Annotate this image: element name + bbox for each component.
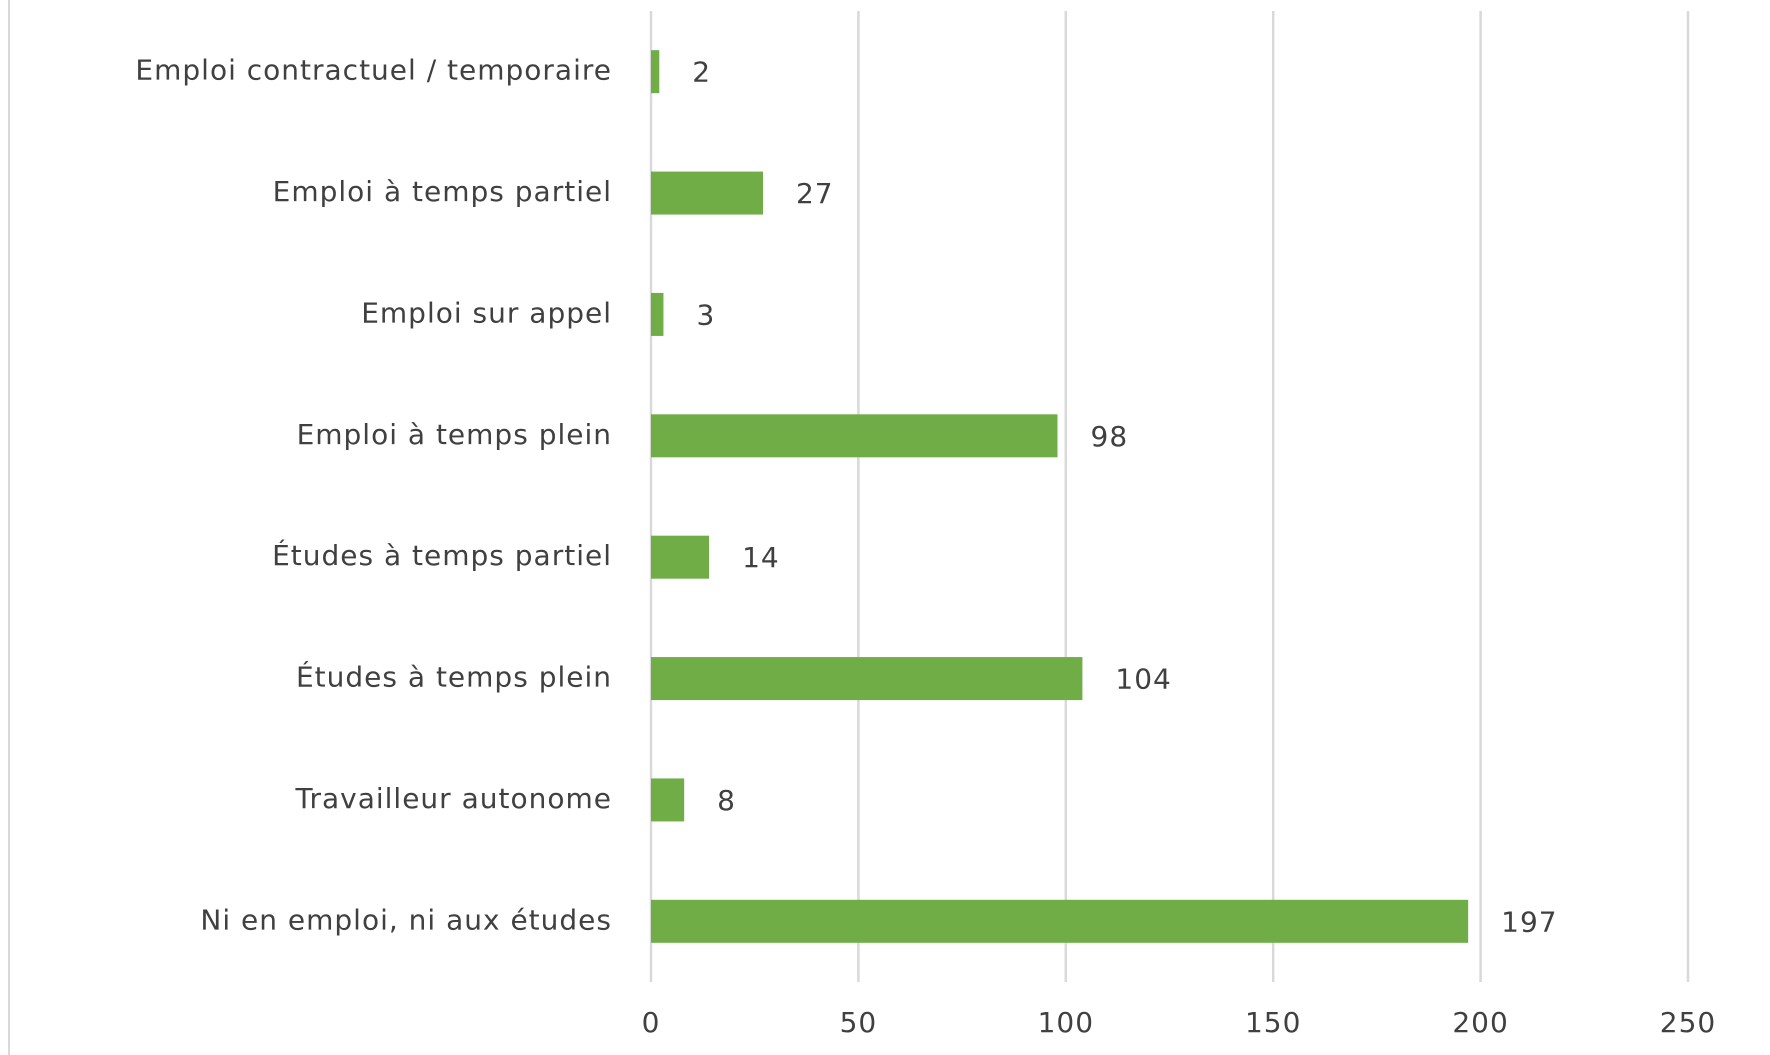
y-tick-label: Ni en emploi, ni aux études xyxy=(200,903,612,936)
x-tick-label: 250 xyxy=(1660,1006,1716,1039)
y-tick-label: Études à temps plein xyxy=(296,660,612,694)
data-label: 197 xyxy=(1501,905,1557,938)
bar xyxy=(651,414,1058,458)
data-label: 2 xyxy=(692,56,711,89)
bar xyxy=(651,657,1083,701)
x-tick-label: 100 xyxy=(1038,1006,1094,1039)
y-tick-label: Emploi contractuel / temporaire xyxy=(135,54,612,87)
bar xyxy=(651,292,664,336)
bar xyxy=(651,899,1469,943)
y-tick-label: Emploi à temps plein xyxy=(297,418,612,451)
data-label: 98 xyxy=(1091,420,1129,453)
bar xyxy=(651,50,660,94)
bar xyxy=(651,535,710,579)
y-tick-label: Travailleur autonome xyxy=(294,782,612,815)
x-tick-label: 150 xyxy=(1245,1006,1301,1039)
y-tick-label: Emploi sur appel xyxy=(361,296,612,329)
data-label: 27 xyxy=(796,177,834,210)
x-tick-label: 0 xyxy=(642,1006,661,1039)
data-label: 8 xyxy=(717,784,736,817)
x-tick-label: 200 xyxy=(1452,1006,1508,1039)
bar xyxy=(651,778,685,822)
y-tick-label: Emploi à temps partiel xyxy=(273,175,612,208)
data-label: 3 xyxy=(696,298,715,331)
y-tick-label: Études à temps partiel xyxy=(272,538,612,572)
data-label: 14 xyxy=(742,541,780,574)
x-tick-label: 50 xyxy=(840,1006,878,1039)
bar xyxy=(651,171,763,215)
data-label: 104 xyxy=(1115,663,1171,696)
